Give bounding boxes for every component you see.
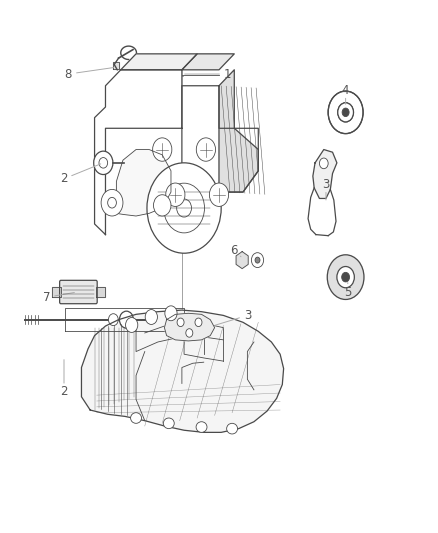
Circle shape: [251, 253, 264, 268]
Circle shape: [147, 163, 221, 253]
Circle shape: [145, 310, 157, 325]
Circle shape: [338, 103, 353, 122]
Circle shape: [186, 329, 193, 337]
Polygon shape: [95, 70, 182, 235]
Circle shape: [164, 183, 205, 233]
Circle shape: [337, 266, 354, 288]
Text: 5: 5: [344, 286, 351, 298]
Polygon shape: [81, 310, 284, 432]
Polygon shape: [327, 255, 364, 300]
Circle shape: [94, 151, 113, 174]
Circle shape: [120, 311, 134, 328]
Polygon shape: [52, 287, 61, 297]
FancyBboxPatch shape: [60, 280, 97, 304]
Circle shape: [255, 257, 260, 263]
Polygon shape: [328, 91, 363, 134]
Circle shape: [195, 318, 202, 327]
Circle shape: [126, 318, 138, 333]
Ellipse shape: [163, 418, 174, 429]
Circle shape: [109, 314, 118, 326]
Polygon shape: [164, 313, 215, 341]
Polygon shape: [121, 54, 197, 70]
Circle shape: [166, 183, 185, 206]
Circle shape: [338, 103, 353, 122]
Ellipse shape: [226, 423, 237, 434]
Text: 8: 8: [65, 68, 72, 80]
Text: 3: 3: [322, 177, 330, 191]
Text: 3: 3: [244, 309, 251, 322]
Circle shape: [328, 91, 363, 134]
Polygon shape: [96, 287, 105, 297]
Polygon shape: [113, 62, 119, 69]
Polygon shape: [219, 70, 258, 192]
Polygon shape: [236, 252, 248, 269]
Circle shape: [342, 108, 349, 117]
Circle shape: [99, 158, 108, 168]
Circle shape: [165, 306, 177, 321]
Circle shape: [209, 183, 229, 206]
Ellipse shape: [196, 422, 207, 432]
Text: 6: 6: [230, 244, 238, 257]
Text: 7: 7: [43, 291, 50, 304]
Text: 4: 4: [342, 84, 350, 96]
Circle shape: [196, 138, 215, 161]
Circle shape: [152, 138, 172, 161]
Text: 1: 1: [224, 68, 231, 80]
Circle shape: [101, 189, 123, 216]
Circle shape: [153, 195, 171, 216]
Polygon shape: [117, 150, 171, 216]
Text: 2: 2: [60, 385, 68, 398]
Polygon shape: [313, 150, 337, 198]
Circle shape: [319, 158, 328, 168]
Circle shape: [342, 108, 349, 117]
Circle shape: [108, 197, 117, 208]
Text: 2: 2: [60, 172, 68, 185]
Circle shape: [177, 318, 184, 327]
Polygon shape: [182, 54, 234, 70]
Circle shape: [177, 199, 191, 217]
Ellipse shape: [131, 413, 141, 423]
Polygon shape: [182, 86, 258, 192]
Circle shape: [342, 272, 350, 282]
